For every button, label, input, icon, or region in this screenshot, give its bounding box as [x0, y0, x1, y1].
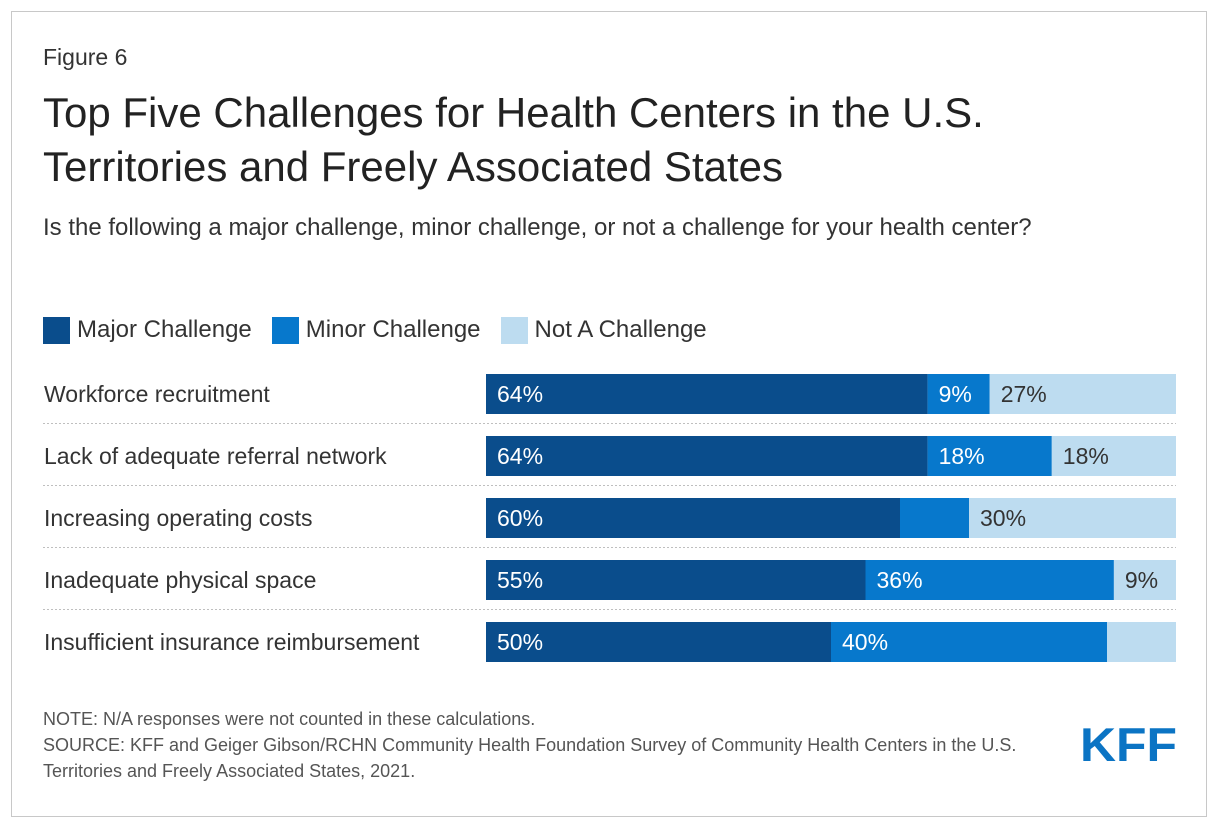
category-label: Insufficient insurance reimbursement	[44, 629, 420, 655]
legend-item-minor: Minor Challenge	[271, 316, 481, 344]
bar-segment-not	[969, 498, 1176, 538]
legend-swatch-minor	[271, 316, 299, 344]
legend: Major Challenge Minor Challenge Not A Ch…	[43, 313, 727, 347]
data-label-major: 55%	[497, 567, 543, 593]
legend-item-not: Not A Challenge	[500, 316, 707, 344]
bar-segment-major	[486, 436, 928, 476]
bar-segment-not	[989, 374, 1176, 414]
data-label-not: 30%	[980, 505, 1026, 531]
bar-segment-major	[486, 374, 928, 414]
chart-subtitle: Is the following a major challenge, mino…	[43, 214, 1032, 241]
legend-label-not: Not A Challenge	[534, 316, 707, 343]
data-label-major: 64%	[497, 443, 543, 469]
bar-segment-major	[486, 498, 900, 538]
figure-frame	[11, 11, 1207, 817]
category-label: Increasing operating costs	[44, 505, 313, 531]
category-label: Lack of adequate referral network	[44, 443, 387, 469]
kff-logo: KFF	[1080, 722, 1177, 764]
data-label-not: 27%	[1001, 381, 1047, 407]
data-label-not: 9%	[1125, 567, 1158, 593]
data-label-minor: 18%	[939, 443, 985, 469]
bar-segment-not	[1051, 436, 1176, 476]
data-label-major: 64%	[497, 381, 543, 407]
legend-item-major: Major Challenge	[43, 316, 252, 344]
legend-swatch-major	[43, 316, 70, 344]
data-label-major: 50%	[497, 629, 543, 655]
category-label: Workforce recruitment	[44, 381, 270, 407]
bar-segment-major	[486, 560, 866, 600]
bar-segment-minor	[927, 374, 990, 414]
bar-segment-major	[486, 622, 831, 662]
stacked-bar-chart: Workforce recruitment 64% 9% 27% Lack of ade…	[43, 362, 1178, 672]
bar-segment-minor	[900, 498, 969, 538]
chart-title: Top Five Challenges for Health Centers i…	[43, 89, 984, 190]
footer-note: NOTE: N/A responses were not counted in …	[43, 709, 536, 729]
data-label-major: 60%	[497, 505, 543, 531]
data-label-not: 18%	[1063, 443, 1109, 469]
figure-label: Figure 6	[43, 44, 128, 70]
data-label-minor: 36%	[877, 567, 923, 593]
bar-segment-not	[1113, 560, 1176, 600]
bar-segment-minor	[927, 436, 1052, 476]
footer-source: SOURCE: KFF and Geiger Gibson/RCHN Commu…	[43, 735, 1017, 781]
footer: NOTE: N/A responses were not counted in …	[43, 706, 1053, 784]
bar-segment-not	[1107, 622, 1176, 662]
data-label-minor: 40%	[842, 629, 888, 655]
bar-segment-minor	[865, 560, 1114, 600]
bar-segment-minor	[831, 622, 1107, 662]
legend-swatch-not	[500, 316, 528, 344]
logo-wordmark: KFF	[1080, 722, 1177, 764]
data-label-minor: 9%	[939, 381, 972, 407]
legend-label-major: Major Challenge	[77, 316, 252, 343]
chart-svg: Workforce recruitment 64% 9% 27% Lack of ade…	[43, 374, 1176, 662]
legend-label-minor: Minor Challenge	[305, 316, 481, 343]
category-label: Inadequate physical space	[44, 567, 316, 593]
